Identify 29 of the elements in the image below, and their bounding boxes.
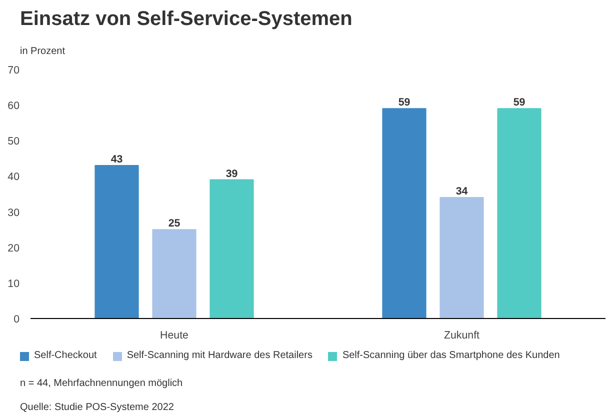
y-tick-label: 10 <box>8 278 20 290</box>
chart-title: Einsatz von Self-Service-Systemen <box>20 7 352 32</box>
legend-label: Self-Scanning mit Hardware des Retailers <box>126 350 312 361</box>
y-axis-title: in Prozent <box>20 45 66 59</box>
source-note: Quelle: Studie POS-Systeme 2022 <box>20 401 174 415</box>
data-label: 43 <box>110 154 123 166</box>
y-tick-label: 30 <box>8 206 20 219</box>
bar <box>382 108 426 318</box>
bar <box>497 108 542 318</box>
data-label: 25 <box>168 218 180 230</box>
data-label: 59 <box>398 96 410 109</box>
data-label: 59 <box>513 96 526 109</box>
y-tick-label: 0 <box>14 314 20 326</box>
y-tick-label: 40 <box>8 171 20 184</box>
bar <box>152 229 196 318</box>
data-label: 34 <box>456 186 468 198</box>
bar <box>210 179 254 318</box>
data-label: 39 <box>226 168 238 180</box>
y-tick-label: 70 <box>8 64 20 76</box>
legend-label: Self-Scanning über das Smartphone des Kunden <box>342 350 560 361</box>
text: n = 44, Mehrfachnennungen möglich <box>20 377 183 391</box>
bar <box>94 165 139 318</box>
y-tick-label: 20 <box>8 242 20 254</box>
bar <box>440 197 484 318</box>
y-tick-label: 50 <box>8 136 20 148</box>
legend-label: Self-Checkout <box>34 350 97 361</box>
y-tick-label: 60 <box>8 100 20 112</box>
x-tick-label: Zukunft <box>444 330 480 342</box>
x-tick-label: Heute <box>160 330 189 342</box>
